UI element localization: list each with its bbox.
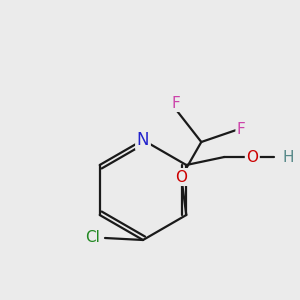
Text: Cl: Cl [85, 230, 100, 245]
Text: H: H [282, 149, 294, 164]
Text: O: O [175, 169, 187, 184]
Text: N: N [137, 131, 149, 149]
Text: F: F [237, 122, 246, 137]
Text: F: F [172, 95, 181, 110]
Text: O: O [246, 149, 258, 164]
